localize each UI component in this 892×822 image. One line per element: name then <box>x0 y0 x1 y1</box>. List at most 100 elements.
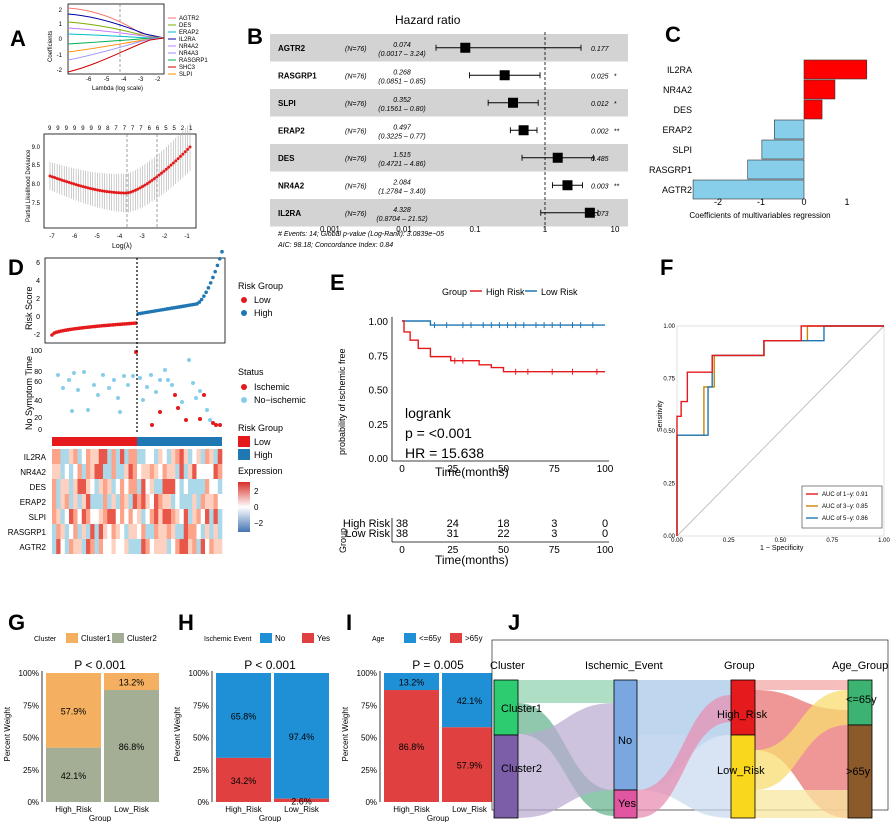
status-point <box>118 410 122 414</box>
node-low-risk <box>730 734 756 819</box>
heat-cell <box>200 509 206 524</box>
heat-cell <box>154 539 159 554</box>
heat-cell <box>103 524 108 539</box>
heat-cell <box>98 509 104 524</box>
heat-cell <box>60 509 66 524</box>
heat-group-bar-high <box>137 437 222 446</box>
bar-ytick: 100% <box>189 669 209 678</box>
cv-point <box>91 187 95 191</box>
heat-cell <box>56 449 61 464</box>
a-top-xtick: -6 <box>86 77 92 83</box>
a-top-xtick: -2 <box>155 77 161 83</box>
heat-cell <box>179 539 185 554</box>
status-point <box>198 389 202 393</box>
e-xlabel: Time(months) <box>435 465 509 479</box>
cv-point <box>145 182 149 186</box>
bar-ytick: 50% <box>23 734 39 743</box>
coef-bar <box>761 139 805 160</box>
panel-label-b: B <box>247 24 263 49</box>
node-yes <box>613 789 638 819</box>
a-bottom-toptick: 7 <box>123 126 127 132</box>
heat-cell <box>200 479 206 494</box>
forest-hr-box <box>460 42 471 53</box>
heat-cell <box>103 494 108 509</box>
j-axis-group: Group <box>724 660 755 672</box>
heat-cell <box>77 509 83 524</box>
status-point <box>205 408 209 412</box>
coef-path <box>67 21 165 39</box>
e-logrank: logrank <box>405 405 452 421</box>
coef-bar <box>803 99 823 120</box>
heat-cell <box>60 449 66 464</box>
heat-cell <box>124 464 129 479</box>
bar-data-label: 13.2% <box>399 678 425 688</box>
bar-segment <box>384 673 439 691</box>
status-point <box>154 390 158 394</box>
legend-dot-ischemic <box>241 384 247 390</box>
a-bottom-toptick: 9 <box>48 126 52 132</box>
a-bottom-xtick: -6 <box>72 234 78 240</box>
heat-cell <box>149 464 155 479</box>
cv-point <box>60 178 64 182</box>
bar-segment <box>46 673 101 748</box>
heat-cell <box>81 464 87 479</box>
heat-cell <box>52 464 57 479</box>
heat-cell <box>179 479 185 494</box>
a-top-xtick: -3 <box>138 77 144 83</box>
flow-no-low <box>637 735 731 818</box>
forest-gene: AGTR2 <box>278 44 306 53</box>
heat-cell <box>69 464 74 479</box>
heat-cell <box>56 494 61 509</box>
coef-bar <box>692 179 805 200</box>
bar-legend-label: >65y <box>465 634 483 643</box>
bar-segment <box>216 757 271 802</box>
heat-cell <box>132 539 138 554</box>
heat-cell <box>94 464 100 479</box>
heat-cell <box>166 449 172 464</box>
node-high-risk <box>730 679 756 736</box>
km-ytick: 0.50 <box>369 386 389 397</box>
status-point <box>202 393 206 397</box>
cv-point <box>62 179 66 183</box>
j-node-label: High_Risk <box>717 709 768 721</box>
heat-cell <box>205 524 210 539</box>
heat-cell <box>98 524 104 539</box>
d-legend1-title: Risk Group <box>238 281 283 291</box>
heat-cell <box>103 539 108 554</box>
heat-cell <box>154 464 159 479</box>
coef-bars: IL2RA NR4A2 DES ERAP2 SLPI RASGRP1 AGTR2 -2 -1 0 1 <box>649 59 868 207</box>
roc-ytick: 0.75 <box>663 377 675 383</box>
heat-cell <box>98 479 104 494</box>
heat-cell <box>120 524 125 539</box>
cv-point <box>162 169 166 173</box>
coef-gene-label: NR4A2 <box>663 85 692 95</box>
forest-gene: DES <box>278 154 295 163</box>
heat-cell <box>98 449 104 464</box>
heat-cell <box>209 539 214 554</box>
status-point <box>101 373 105 377</box>
heat-cell <box>183 449 189 464</box>
forest-gene: NR4A2 <box>278 181 305 190</box>
table-cell: 0 <box>602 518 608 530</box>
cv-point <box>167 165 171 169</box>
cv-point <box>110 190 114 194</box>
heat-cell <box>81 494 87 509</box>
legend-dot-noischemic <box>241 397 247 403</box>
heat-cell <box>137 494 142 509</box>
heat-cell <box>128 464 134 479</box>
legend-label: NR4A2 <box>179 44 199 50</box>
bar-ytick: 100% <box>19 669 39 678</box>
status-point <box>158 410 162 414</box>
heat-cell <box>111 539 117 554</box>
d-legend3-title: Risk Group <box>238 423 283 433</box>
a-bottom-xlabel: Log(λ) <box>112 243 132 250</box>
risk-score-point <box>213 269 217 274</box>
heat-cell <box>171 524 176 539</box>
panel-b: Hazard ratio AGTR2 (N=76) 0.074 (0.0017 – 3… <box>270 13 628 249</box>
bar-data-label: 57.9% <box>457 761 483 771</box>
heat-cell <box>124 449 129 464</box>
heat-cell <box>73 524 78 539</box>
heat-cell <box>115 464 121 479</box>
a-bottom-xtick: -4 <box>117 234 123 240</box>
bar-ylabel: Percent Weight <box>173 706 182 761</box>
